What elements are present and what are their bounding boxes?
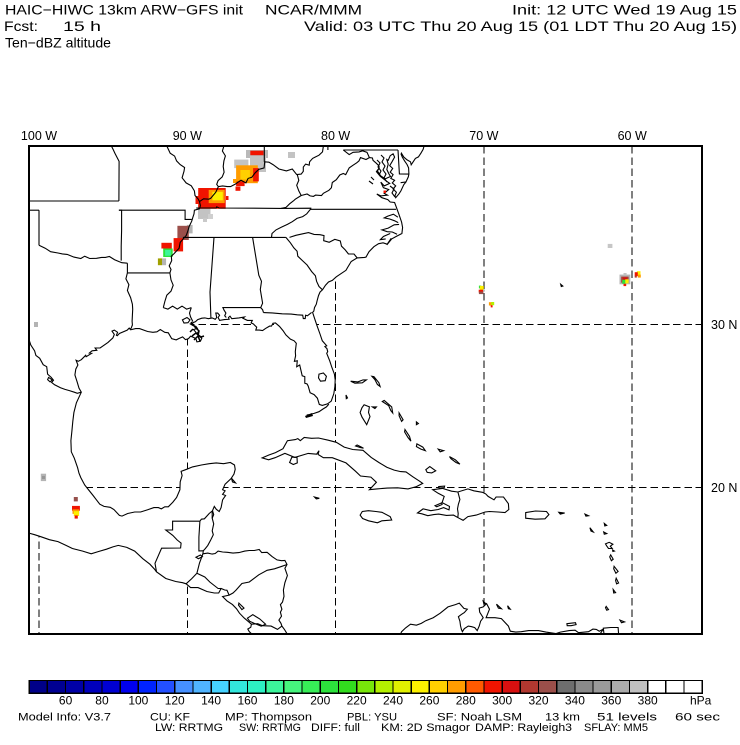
svg-text:SW: RRTMG: SW: RRTMG [239,722,301,734]
svg-text:140: 140 [201,694,221,708]
svg-text:120: 120 [165,694,185,708]
svg-text:360: 360 [601,694,621,708]
svg-text:220: 220 [347,694,367,708]
svg-text:60 sec: 60 sec [675,712,721,724]
svg-text:Model Info: V3.7: Model Info: V3.7 [18,712,111,724]
svg-text:LW: RRTMG: LW: RRTMG [155,722,223,734]
svg-text:HAIC−HIWC 13km ARW−GFS init: HAIC−HIWC 13km ARW−GFS init [5,2,243,18]
svg-text:80 W: 80 W [321,129,350,143]
svg-text:380: 380 [638,694,658,708]
svg-text:PBL: YSU: PBL: YSU [347,712,397,724]
svg-text:60 W: 60 W [618,129,647,143]
svg-text:CU: KF: CU: KF [150,712,190,724]
svg-text:30 N: 30 N [711,318,737,332]
svg-text:KM: 2D Smagor: KM: 2D Smagor [381,722,470,734]
svg-text:340: 340 [565,694,585,708]
svg-text:SF: Noah LSM: SF: Noah LSM [437,712,522,724]
svg-text:180: 180 [274,694,294,708]
svg-text:Fcst:: Fcst: [4,18,38,34]
svg-text:100: 100 [128,694,148,708]
svg-text:160: 160 [237,694,257,708]
svg-text:70 W: 70 W [469,129,498,143]
svg-text:MP: Thompson: MP: Thompson [225,712,312,724]
svg-text:DIFF: full: DIFF: full [311,722,360,734]
svg-text:Ten−dBZ altitude: Ten−dBZ altitude [5,35,111,51]
svg-text:15 h: 15 h [63,18,101,34]
svg-text:240: 240 [383,694,403,708]
svg-text:320: 320 [529,694,549,708]
svg-text:20 N: 20 N [711,481,737,495]
svg-text:90 W: 90 W [173,129,202,143]
svg-text:60: 60 [59,694,73,708]
svg-text:SFLAY: MM5: SFLAY: MM5 [584,722,648,734]
svg-text:100 W: 100 W [21,129,57,143]
svg-text:13 km: 13 km [545,712,580,724]
svg-text:hPa: hPa [690,694,712,708]
svg-text:51 levels: 51 levels [597,712,658,724]
svg-text:280: 280 [456,694,476,708]
svg-text:200: 200 [310,694,330,708]
svg-text:DAMP: Rayleigh3: DAMP: Rayleigh3 [475,722,572,734]
svg-text:Valid: 03 UTC Thu 20 Aug 15 (0: Valid: 03 UTC Thu 20 Aug 15 (01 LDT Thu … [304,18,737,34]
svg-text:80: 80 [95,694,109,708]
svg-text:300: 300 [492,694,512,708]
svg-text:260: 260 [419,694,439,708]
svg-text:NCAR/MMM: NCAR/MMM [265,2,362,18]
svg-text:Init: 12 UTC Wed 19 Aug 15: Init: 12 UTC Wed 19 Aug 15 [512,2,737,18]
